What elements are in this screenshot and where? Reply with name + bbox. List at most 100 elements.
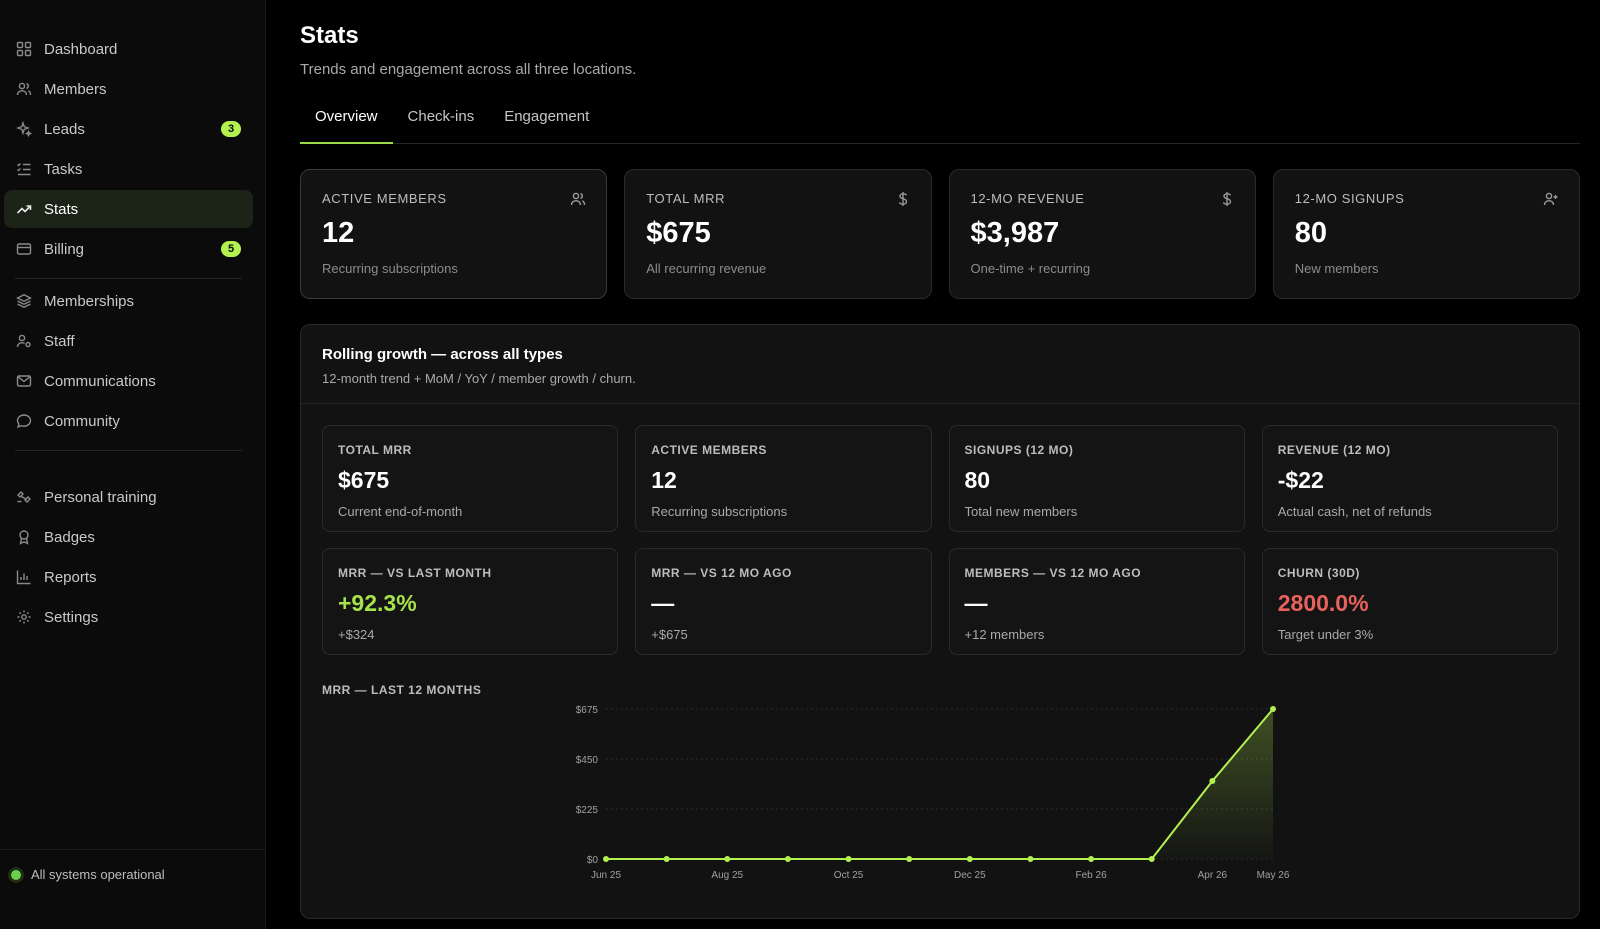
stat-value: — xyxy=(651,590,675,616)
x-tick-label: Aug 25 xyxy=(711,870,743,881)
stat-card-signups-12-mo: Signups (12 mo) 80 Total new members xyxy=(948,425,1245,532)
dollar-icon xyxy=(895,191,911,207)
dollar-icon xyxy=(1219,191,1235,207)
sidebar-item-label: Reports xyxy=(44,568,97,586)
sidebar-item-tasks[interactable]: Tasks xyxy=(4,150,253,188)
kpi-label: Total MRR xyxy=(646,191,726,206)
stat-value: 2800.0% xyxy=(1277,590,1369,616)
sidebar-item-label: Memberships xyxy=(44,292,135,310)
kpi-value: 80 xyxy=(1294,217,1328,249)
stat-label: Churn (30d) xyxy=(1277,566,1360,580)
mail-icon xyxy=(15,372,33,390)
tab-overview[interactable]: Overview xyxy=(300,102,393,144)
kpi-value: 12 xyxy=(322,217,355,249)
members-icon xyxy=(15,80,33,98)
sidebar-item-members[interactable]: Members xyxy=(4,70,253,108)
nav-secondary: Memberships Staff Communications Community xyxy=(4,282,253,463)
x-tick-label: Oct 25 xyxy=(834,870,864,881)
stat-value: -$22 xyxy=(1277,467,1324,493)
sidebar-item-label: Badges xyxy=(44,528,95,546)
sidebar-item-settings[interactable]: Settings xyxy=(4,598,253,636)
sparkle-icon xyxy=(15,120,33,138)
y-tick-label: $675 xyxy=(576,705,599,716)
kpi-card-12-mo-revenue[interactable]: 12-mo Revenue $3,987 One-time + recurring xyxy=(948,169,1256,299)
data-point xyxy=(603,856,609,862)
data-point xyxy=(1270,706,1276,712)
stat-label: Signups (12 mo) xyxy=(964,443,1074,457)
sidebar-item-label: Leads xyxy=(44,120,85,138)
kpi-note: Recurring subscriptions xyxy=(322,261,458,276)
stat-note: +$324 xyxy=(338,627,375,642)
sidebar-item-label: Billing xyxy=(44,240,85,258)
nav-primary: Dashboard Members Leads 3 Tasks Stats Billing 5 xyxy=(4,30,253,291)
kpi-label: 12-mo Signups xyxy=(1294,191,1405,206)
nav-tertiary: Personal training Badges Reports Settings xyxy=(4,478,253,638)
stat-value: 12 xyxy=(651,467,677,493)
sidebar-divider xyxy=(15,278,242,279)
badge-icon xyxy=(15,528,33,546)
tab-engagement[interactable]: Engagement xyxy=(504,108,590,125)
data-point xyxy=(663,856,670,862)
layers-icon xyxy=(15,292,33,310)
sidebar-item-reports[interactable]: Reports xyxy=(4,558,253,596)
stat-card-members-vs-12-mo-ago: Members — vs 12 mo ago — +12 members xyxy=(948,548,1245,655)
tasks-icon xyxy=(15,160,33,178)
data-point xyxy=(966,856,973,862)
y-tick-label: $450 xyxy=(576,755,599,766)
system-status: All systems operational xyxy=(0,849,265,929)
x-tick-label: Jun 25 xyxy=(591,870,621,881)
kpi-card-active-members[interactable]: Active Members 12 Recurring subscriptions xyxy=(300,169,608,299)
data-point xyxy=(1209,778,1216,784)
sidebar-item-memberships[interactable]: Memberships xyxy=(4,282,253,320)
data-point xyxy=(784,856,791,862)
mrr-line xyxy=(606,708,1274,860)
data-point xyxy=(1148,856,1155,862)
dashboard-icon xyxy=(15,40,33,58)
tab-check-ins[interactable]: Check-ins xyxy=(407,108,475,125)
sidebar-item-badges[interactable]: Badges xyxy=(4,518,253,556)
kpi-note: One-time + recurring xyxy=(970,261,1091,276)
stat-card-total-mrr: Total MRR $675 Current end-of-month xyxy=(322,425,619,532)
user-plus-icon xyxy=(1543,191,1559,207)
sidebar-item-label: Members xyxy=(44,80,107,98)
mrr-area xyxy=(606,709,1273,859)
kpi-value: $675 xyxy=(646,217,711,249)
mrr-chart: $0 $225 $450 $675 Jun 25 Aug 25 Oct 25 Dec 25 Fe… xyxy=(576,705,1290,881)
kpi-card-total-mrr[interactable]: Total MRR $675 All recurring revenue xyxy=(624,169,932,299)
sidebar-item-staff[interactable]: Staff xyxy=(4,322,253,360)
trend-icon xyxy=(15,200,33,218)
data-point xyxy=(724,856,731,862)
sidebar-item-leads[interactable]: Leads 3 xyxy=(4,110,253,148)
x-tick-label: May 26 xyxy=(1257,870,1290,881)
sidebar-item-billing[interactable]: Billing 5 xyxy=(4,230,253,268)
stat-note: Total new members xyxy=(964,504,1078,519)
sidebar-item-label: Communications xyxy=(44,372,156,390)
x-tick-label: Dec 25 xyxy=(954,870,986,881)
stat-card-active-members: Active Members 12 Recurring subscriptions xyxy=(635,425,932,532)
sidebar-item-dashboard[interactable]: Dashboard xyxy=(4,30,253,68)
stat-label: Total MRR xyxy=(338,443,412,457)
sidebar-item-personal-training[interactable]: Personal training xyxy=(4,478,253,516)
sidebar-item-communications[interactable]: Communications xyxy=(4,362,253,400)
sidebar-item-stats[interactable]: Stats xyxy=(4,190,253,228)
kpi-label: 12-mo Revenue xyxy=(970,191,1085,206)
stat-note: +$675 xyxy=(651,627,688,642)
sidebar-item-label: Dashboard xyxy=(44,40,118,58)
sidebar-item-label: Settings xyxy=(44,608,99,626)
kpi-row: Active Members 12 Recurring subscriptions T… xyxy=(300,169,1580,299)
gear-icon xyxy=(15,608,33,626)
sidebar-item-label: Personal training xyxy=(44,488,157,506)
rolling-growth-panel: Rolling growth — across all types 12-mon… xyxy=(300,324,1580,919)
sidebar-item-label: Stats xyxy=(44,200,79,218)
kpi-note: All recurring revenue xyxy=(646,261,767,276)
members-icon xyxy=(570,191,586,207)
stat-note: Actual cash, net of refunds xyxy=(1277,504,1432,519)
main-content: Stats Trends and engagement across all t… xyxy=(300,0,1580,919)
stat-value: — xyxy=(964,590,988,616)
stat-value: 80 xyxy=(964,467,991,493)
stat-note: Target under 3% xyxy=(1277,627,1374,642)
sidebar-item-community[interactable]: Community xyxy=(4,402,253,440)
kpi-card-12-mo-signups[interactable]: 12-mo Signups 80 New members xyxy=(1272,169,1580,299)
data-point xyxy=(1027,856,1034,862)
stat-label: Revenue (12 mo) xyxy=(1277,443,1391,457)
